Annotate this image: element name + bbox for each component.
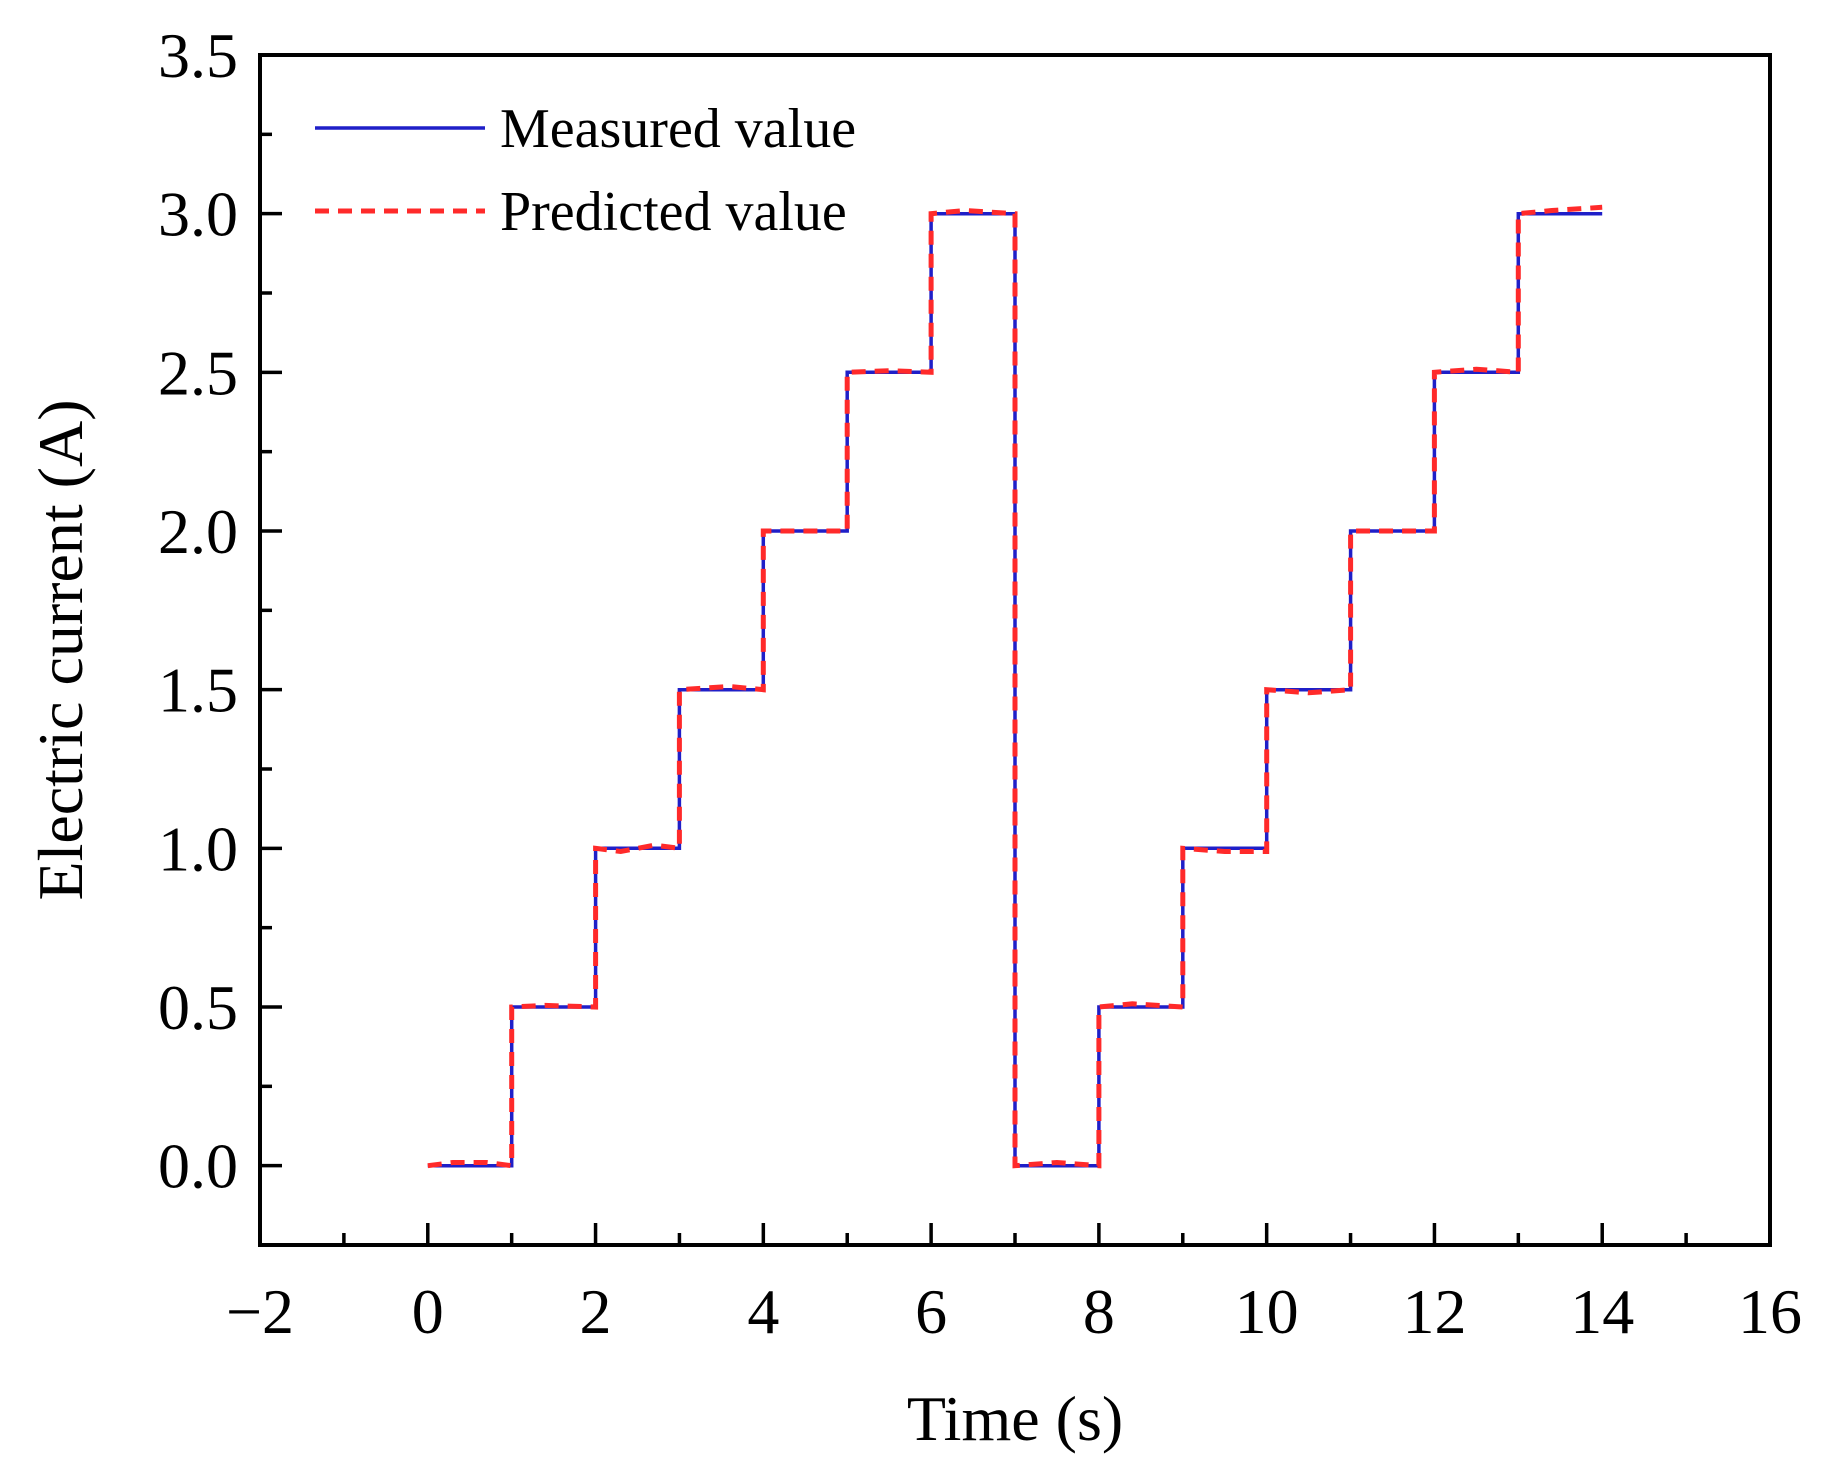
y-tick-label: 3.5 [158, 20, 238, 91]
x-tick-label: 4 [747, 1276, 779, 1347]
x-tick-label: 2 [580, 1276, 612, 1347]
y-tick-label: 2.0 [158, 496, 238, 567]
x-tick-label: 16 [1738, 1276, 1802, 1347]
x-tick-label: 10 [1235, 1276, 1299, 1347]
x-tick-label: −2 [226, 1276, 294, 1347]
y-tick-label: 2.5 [158, 337, 238, 408]
series-line-predicted [427, 204, 1603, 1169]
x-tick-label: 12 [1402, 1276, 1466, 1347]
x-tick-label: 0 [412, 1276, 444, 1347]
y-tick-label: 1.0 [158, 813, 238, 884]
x-tick-label: 14 [1570, 1276, 1634, 1347]
y-axis-title: Electric current (A) [25, 399, 96, 900]
y-tick-label: 1.5 [158, 655, 238, 726]
legend-label-predicted: Predicted value [500, 181, 847, 243]
y-tick-label: 0.5 [158, 972, 238, 1043]
x-tick-label: 8 [1083, 1276, 1115, 1347]
axes-layer: −2 0 2 4 6 8 10 12 14 16 0.0 0.5 1.0 1.5 2.0 2.5 3.0 3.5 T… [25, 20, 1802, 1454]
marks-layer [427, 204, 1603, 1169]
x-axis-title: Time (s) [907, 1383, 1123, 1454]
x-tick-label: 6 [915, 1276, 947, 1347]
legend: Measured value Predicted value [315, 98, 856, 243]
y-tick-label: 0.0 [158, 1131, 238, 1202]
legend-label-measured: Measured value [500, 98, 856, 160]
y-tick-label: 3.0 [158, 179, 238, 250]
